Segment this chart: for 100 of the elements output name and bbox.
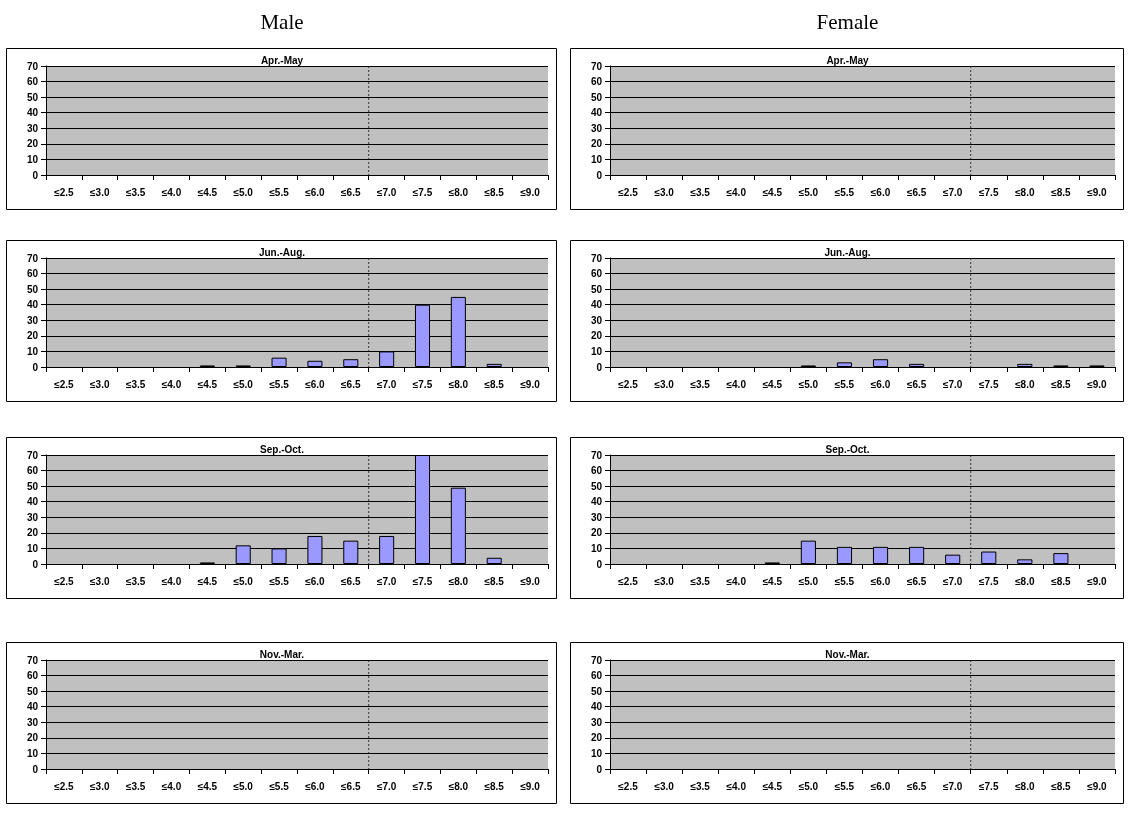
y-tick-label: 50 (26, 685, 39, 697)
x-tick-label: ≤6.0 (305, 186, 326, 198)
x-tick-label: ≤4.5 (197, 780, 218, 792)
x-tick-label: ≤3.5 (690, 575, 711, 587)
x-tick-label: ≤4.0 (161, 378, 182, 390)
x-tick-label: ≤4.0 (161, 186, 182, 198)
y-tick-label: 40 (590, 107, 603, 119)
y-tick-label: 60 (590, 76, 603, 88)
y-tick-label: 40 (26, 701, 39, 713)
chart-title: Jun.-Aug. (258, 246, 306, 258)
y-tick-label: 60 (26, 76, 39, 88)
x-tick-label: ≤4.5 (197, 378, 218, 390)
y-tick-label: 30 (590, 122, 603, 134)
y-tick-label: 40 (590, 299, 603, 311)
chart-title: Nov.-Mar. (259, 648, 305, 660)
y-tick-label: 60 (26, 268, 39, 280)
x-tick-label: ≤2.5 (618, 378, 639, 390)
x-tick-label: ≤7.5 (979, 186, 999, 198)
x-tick-label: ≤7.0 (376, 575, 397, 587)
bar (271, 357, 287, 367)
x-tick-label: ≤4.0 (161, 780, 182, 792)
x-tick-label: ≤9.0 (1087, 780, 1108, 792)
x-tick-label: ≤6.0 (305, 575, 326, 587)
y-tick-label: 50 (590, 91, 603, 103)
bar (981, 551, 997, 564)
x-tick-label: ≤6.5 (906, 780, 927, 792)
x-tick-label: ≤9.0 (1087, 378, 1108, 390)
y-tick-label: 0 (596, 169, 603, 181)
x-tick-label: ≤4.0 (726, 575, 747, 587)
x-tick-label: ≤5.5 (834, 378, 855, 390)
x-tick-label: ≤6.0 (870, 575, 891, 587)
x-tick-label: ≤5.5 (269, 378, 290, 390)
y-tick-label: 20 (26, 527, 39, 539)
x-tick-label: ≤7.5 (412, 780, 433, 792)
y-tick-label: 30 (26, 511, 39, 523)
x-tick-label: ≤8.5 (484, 780, 505, 792)
x-tick-label: ≤4.5 (762, 186, 783, 198)
x-tick-label: ≤5.0 (798, 186, 819, 198)
y-tick-label: 0 (32, 361, 39, 373)
x-tick-label: ≤4.5 (197, 186, 218, 198)
chart-title: Jun.-Aug. (824, 246, 871, 258)
y-tick-label: 60 (590, 268, 603, 280)
x-tick-label: ≤3.5 (690, 378, 711, 390)
y-tick-label: 50 (590, 283, 603, 295)
y-tick-label: 60 (590, 465, 603, 477)
x-tick-label: ≤3.5 (125, 186, 146, 198)
x-tick-label: ≤6.5 (341, 780, 361, 792)
x-tick-label: ≤4.5 (762, 378, 783, 390)
x-tick-label: ≤4.5 (197, 575, 218, 587)
y-tick-label: 10 (26, 153, 39, 165)
bar (307, 360, 323, 367)
x-tick-label: ≤8.5 (1051, 378, 1072, 390)
y-tick-label: 40 (26, 299, 39, 311)
y-tick-label: 30 (26, 314, 39, 326)
y-tick-label: 10 (26, 542, 39, 554)
y-tick-label: 70 (590, 60, 603, 72)
x-tick-label: ≤8.0 (448, 575, 469, 587)
y-tick-label: 20 (26, 732, 39, 744)
x-tick-label: ≤6.0 (870, 186, 891, 198)
x-tick-label: ≤4.0 (726, 186, 747, 198)
x-tick-label: ≤7.0 (942, 186, 963, 198)
x-tick-label: ≤8.5 (1051, 186, 1072, 198)
x-tick-label: ≤2.5 (54, 186, 75, 198)
x-tick-label: ≤2.5 (618, 186, 639, 198)
x-tick-label: ≤7.0 (376, 378, 397, 390)
bar (1053, 553, 1069, 564)
y-tick-label: 20 (590, 138, 603, 150)
x-tick-label: ≤8.0 (448, 378, 469, 390)
bar (486, 557, 502, 564)
x-tick-label: ≤7.0 (376, 186, 397, 198)
x-tick-label: ≤9.0 (520, 575, 541, 587)
x-tick-label: ≤6.5 (906, 378, 927, 390)
chart-title: Sep.-Oct. (260, 443, 305, 455)
x-tick-label: ≤7.5 (412, 575, 433, 587)
x-tick-label: ≤3.0 (90, 575, 110, 587)
x-tick-label: ≤4.0 (726, 780, 747, 792)
x-tick-label: ≤8.5 (484, 378, 505, 390)
y-tick-label: 50 (26, 283, 39, 295)
x-tick-label: ≤6.5 (341, 575, 361, 587)
x-tick-label: ≤8.0 (1015, 186, 1035, 198)
x-tick-label: ≤4.5 (762, 780, 783, 792)
y-tick-label: 0 (32, 558, 39, 570)
y-tick-label: 50 (26, 480, 39, 492)
x-tick-label: ≤5.0 (233, 378, 254, 390)
x-tick-label: ≤5.0 (233, 780, 254, 792)
x-tick-label: ≤9.0 (1087, 186, 1108, 198)
y-tick-label: 10 (26, 345, 39, 357)
y-tick-label: 50 (26, 91, 39, 103)
y-tick-label: 0 (596, 361, 603, 373)
bar (1017, 559, 1033, 564)
y-tick-label: 20 (26, 138, 39, 150)
y-tick-label: 30 (26, 716, 39, 728)
y-tick-label: 60 (590, 670, 603, 682)
y-tick-label: 70 (26, 654, 39, 666)
x-tick-label: ≤7.5 (412, 378, 433, 390)
x-tick-label: ≤5.0 (233, 186, 254, 198)
x-tick-label: ≤7.5 (412, 186, 433, 198)
x-tick-label: ≤4.0 (726, 378, 747, 390)
y-tick-label: 10 (590, 345, 603, 357)
x-tick-label: ≤6.5 (906, 575, 927, 587)
